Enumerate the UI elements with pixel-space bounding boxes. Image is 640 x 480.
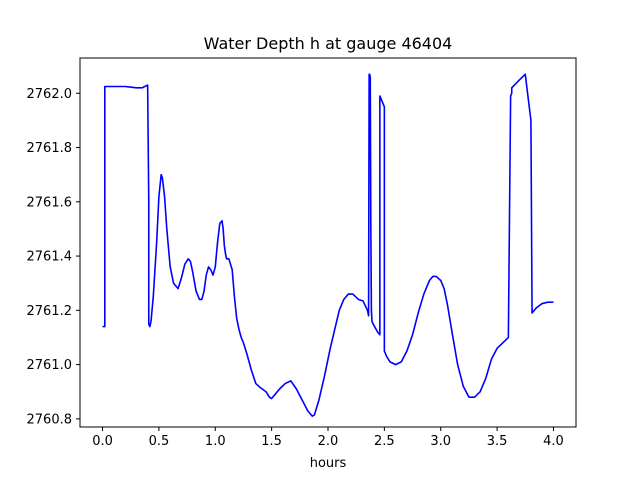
y-tick-label: 2761.6 [27, 195, 73, 210]
x-axis-label: hours [310, 456, 347, 471]
x-tick-label: 2.0 [318, 434, 339, 449]
x-tick-label: 0.5 [149, 434, 170, 449]
x-tick-label: 2.5 [374, 434, 395, 449]
y-tick-label: 2760.8 [27, 412, 73, 427]
x-tick-label: 3.0 [430, 434, 451, 449]
y-axis-ticks: 2760.8 2761.0 2761.2 2761.4 2761.6 2761.8 2762… [27, 87, 80, 427]
series-line [102, 73, 554, 417]
x-tick-label: 1.5 [261, 434, 282, 449]
y-tick-label: 2761.4 [27, 250, 73, 265]
x-tick-label: 3.5 [487, 434, 508, 449]
x-tick-label: 0.0 [92, 434, 113, 449]
y-tick-label: 2761.8 [27, 141, 73, 156]
plot-frame [79, 57, 577, 428]
plot-lines [102, 73, 554, 417]
y-tick-label: 2761.2 [27, 304, 73, 319]
x-axis-ticks: 0.0 0.5 1.0 1.5 2.0 2.5 3.0 3.5 4.0 [92, 427, 564, 449]
x-tick-label: 1.0 [205, 434, 226, 449]
x-tick-label: 4.0 [543, 434, 564, 449]
y-tick-label: 2762.0 [27, 87, 73, 102]
chart-title: Water Depth h at gauge 46404 [204, 34, 453, 53]
y-tick-label: 2761.0 [27, 358, 73, 373]
